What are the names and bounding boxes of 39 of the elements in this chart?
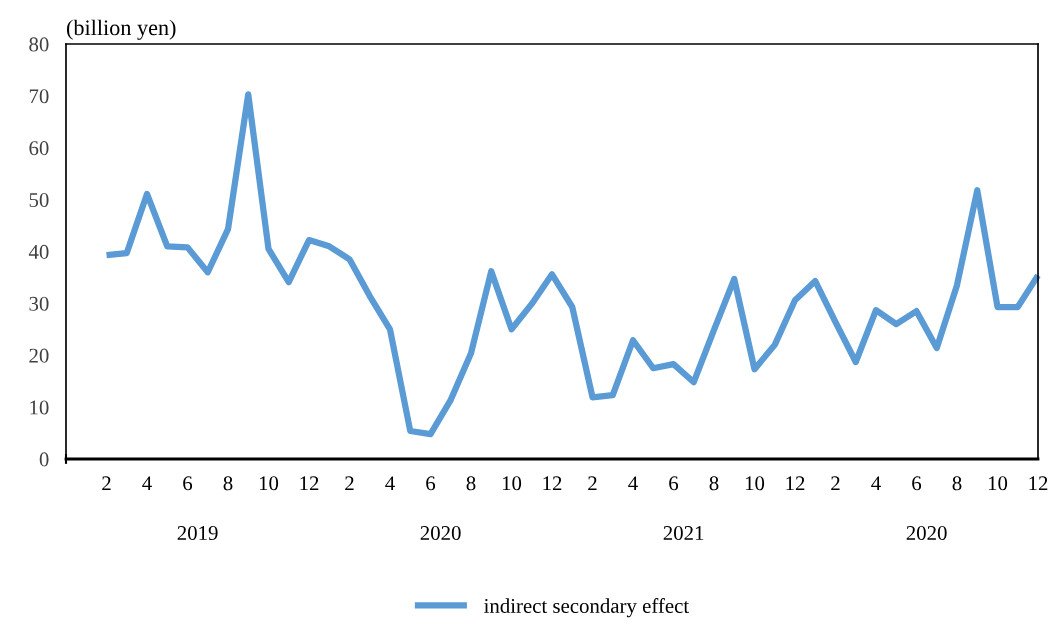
- y-tick-label: 30: [29, 296, 49, 311]
- text: 2020: [906, 526, 947, 541]
- x-tick-label: 8: [709, 476, 719, 491]
- x-tick-label: 12: [543, 476, 562, 491]
- text: 2019: [177, 526, 218, 541]
- y-tick-label: 50: [29, 193, 49, 208]
- x-tick-label: 2: [831, 476, 840, 491]
- x-tick-label: 6: [183, 476, 193, 491]
- x-tick-label: 4: [142, 476, 152, 491]
- y-tick-label: 80: [29, 37, 49, 52]
- x-tick-label: 12: [786, 476, 805, 491]
- x-tick-label: 12: [300, 476, 319, 491]
- y-tick-label: 40: [28, 244, 49, 259]
- x-tick-label: 10: [745, 476, 765, 491]
- y-tick-label: 10: [30, 400, 49, 415]
- y-tick-label: 60: [29, 141, 49, 156]
- y-tick-label: 70: [29, 89, 49, 104]
- text: 2020: [420, 526, 461, 541]
- x-tick-label: 6: [426, 476, 436, 491]
- x-tick-label: 2: [345, 476, 354, 491]
- legend-label: indirect secondary effect: [484, 598, 690, 618]
- x-tick-label: 6: [912, 476, 922, 491]
- x-tick-label: 6: [669, 476, 679, 491]
- x-tick-label: 4: [628, 476, 638, 491]
- x-tick-label: 8: [223, 476, 233, 491]
- y-tick-label: 0: [39, 452, 49, 467]
- x-tick-label: 10: [988, 476, 1008, 491]
- x-tick-label: 4: [871, 476, 881, 491]
- text: 2021: [663, 526, 704, 541]
- x-tick-label: 12: [1029, 476, 1048, 491]
- x-tick-label: 2: [102, 476, 111, 491]
- x-tick-label: 2: [588, 476, 597, 491]
- x-tick-label: 8: [952, 476, 962, 491]
- x-tick-label: 10: [502, 476, 522, 491]
- y-tick-label: 20: [29, 348, 49, 363]
- x-tick-label: 4: [385, 476, 395, 491]
- y-axis-title: (billion yen): [66, 19, 176, 40]
- x-tick-label: 8: [466, 476, 476, 491]
- x-tick-label: 10: [259, 476, 279, 491]
